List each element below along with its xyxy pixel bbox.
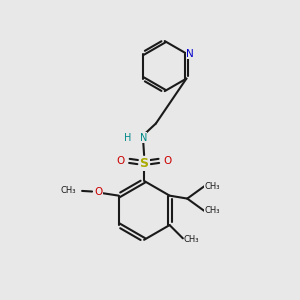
Text: S: S: [140, 157, 148, 170]
Text: CH₃: CH₃: [205, 182, 220, 191]
Text: CH₃: CH₃: [184, 235, 200, 244]
Text: O: O: [94, 187, 102, 196]
Text: N: N: [186, 49, 194, 58]
Text: N: N: [140, 133, 147, 142]
Text: CH₃: CH₃: [61, 186, 76, 195]
Text: O: O: [116, 156, 125, 166]
Text: H: H: [124, 133, 131, 142]
Text: CH₃: CH₃: [205, 206, 220, 215]
Text: O: O: [164, 156, 172, 166]
